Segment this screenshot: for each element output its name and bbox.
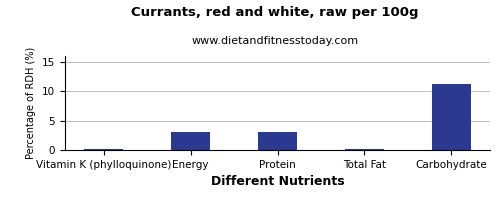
- Bar: [258, 132, 297, 150]
- X-axis label: Different Nutrients: Different Nutrients: [210, 175, 344, 188]
- Bar: [345, 149, 384, 150]
- Text: www.dietandfitnesstoday.com: www.dietandfitnesstoday.com: [192, 36, 358, 46]
- Y-axis label: Percentage of RDH (%): Percentage of RDH (%): [26, 47, 36, 159]
- Bar: [171, 132, 210, 150]
- Text: Currants, red and white, raw per 100g: Currants, red and white, raw per 100g: [131, 6, 419, 19]
- Bar: [432, 84, 470, 150]
- Bar: [84, 149, 124, 150]
